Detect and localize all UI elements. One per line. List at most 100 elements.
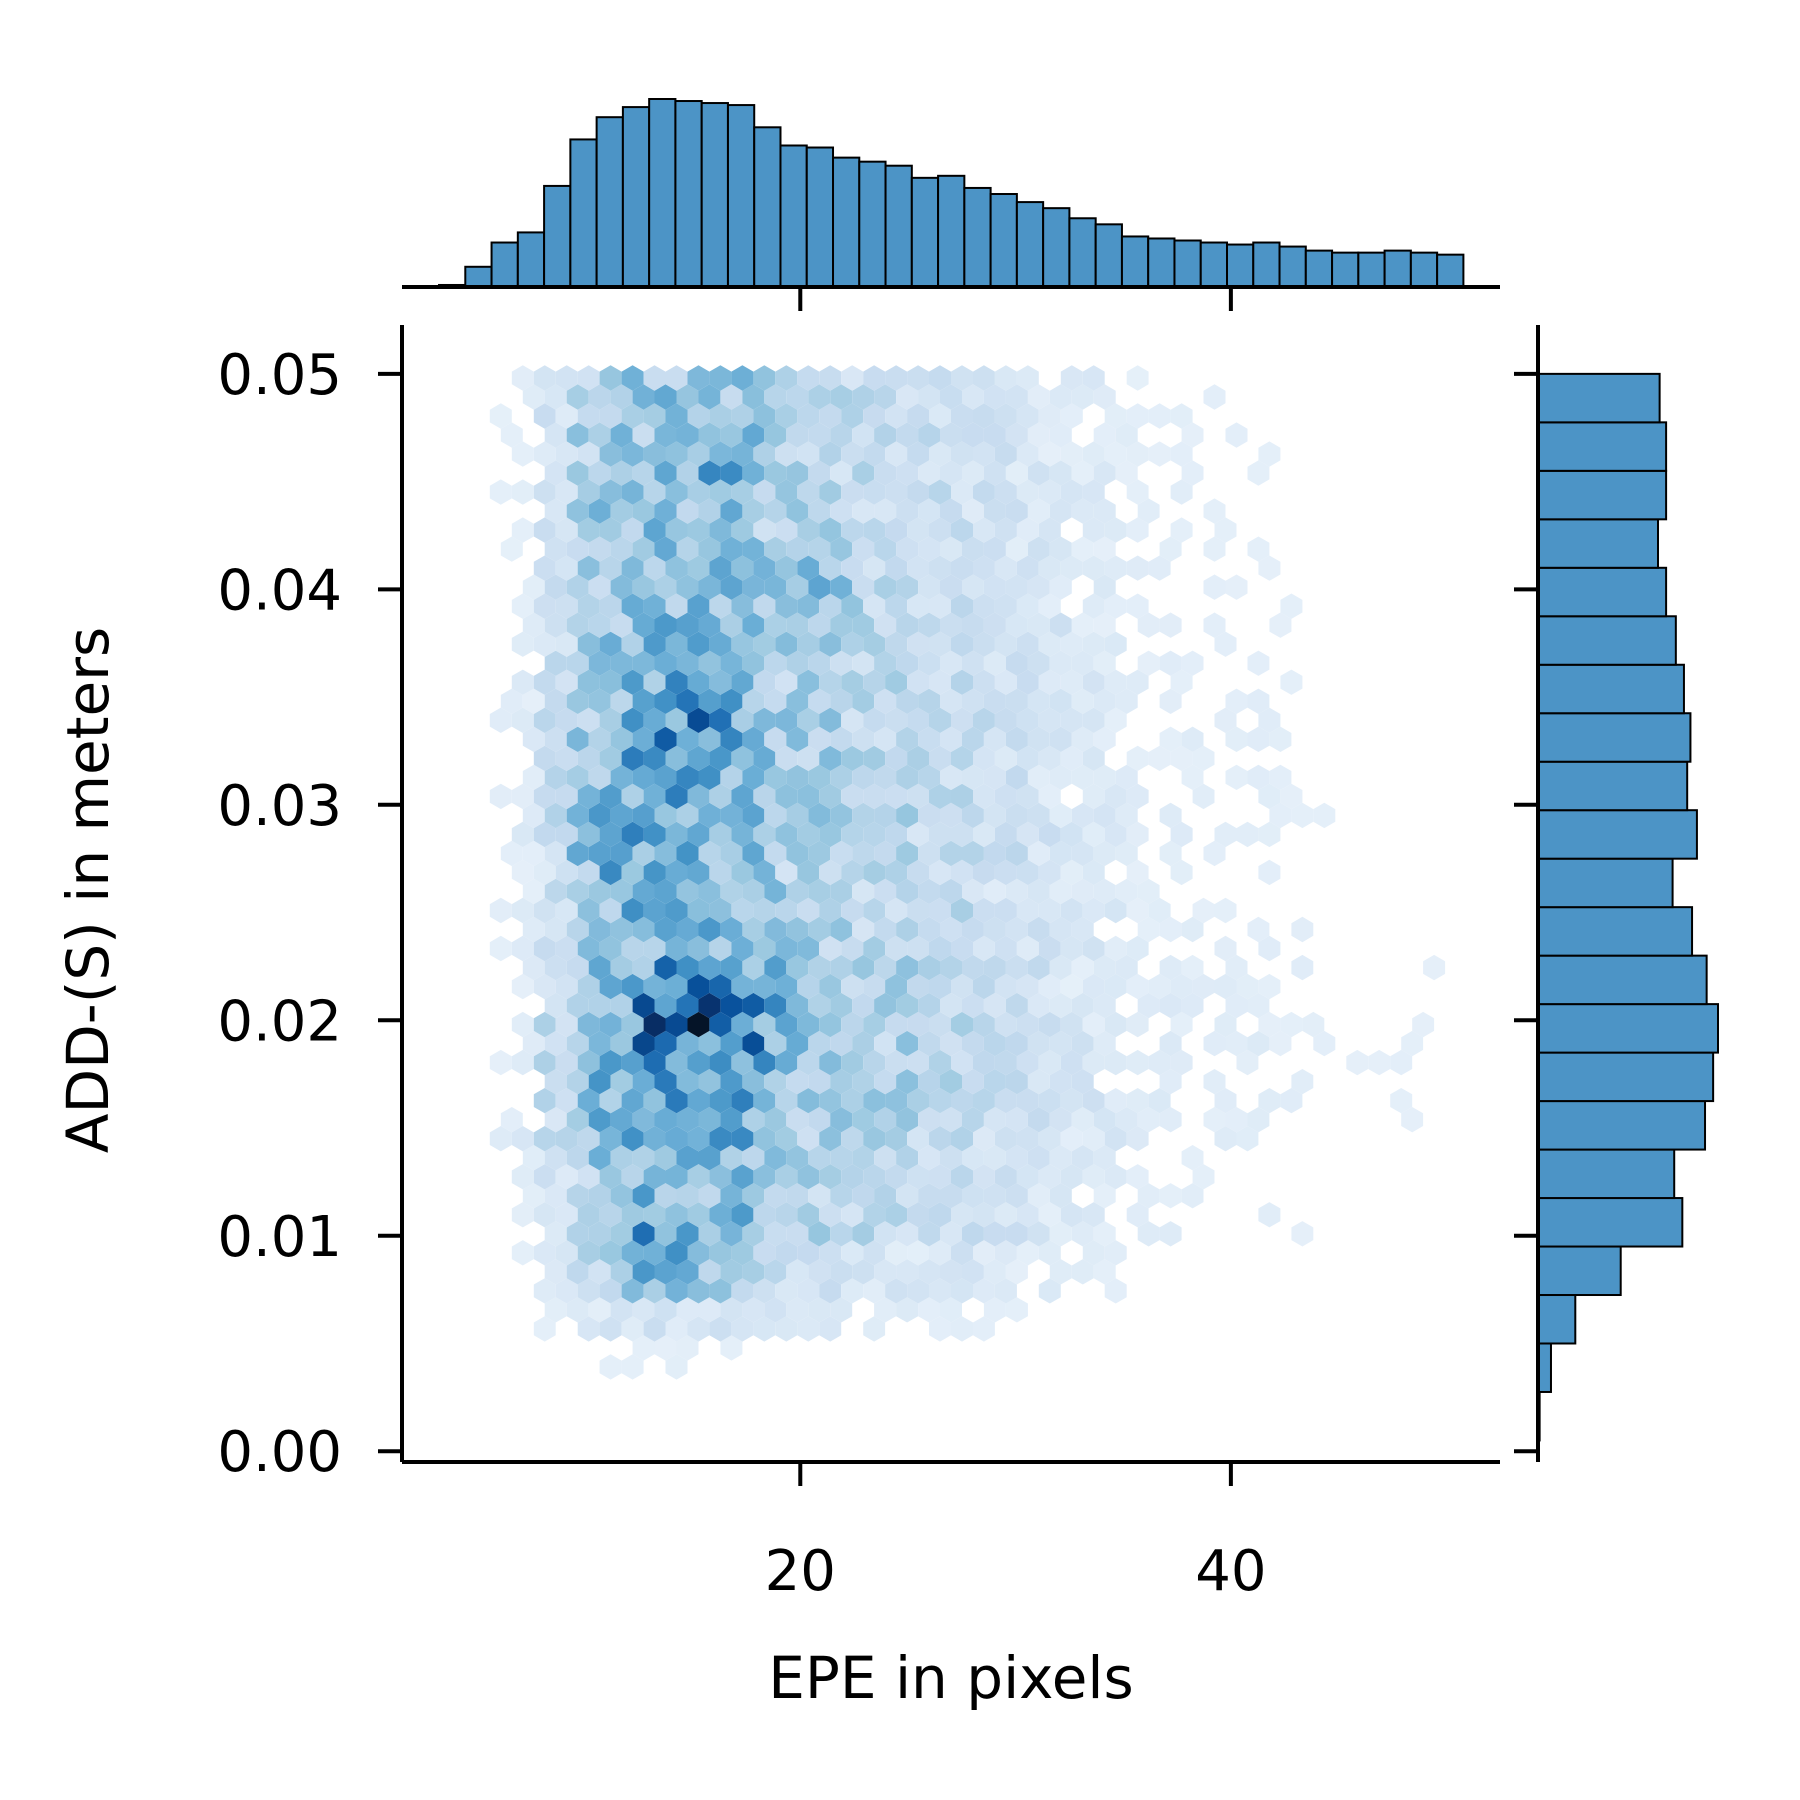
hexbin-cell xyxy=(819,1316,842,1342)
hexbin-cell xyxy=(764,384,787,410)
hexbin-cell xyxy=(698,878,721,905)
hexbin-cell xyxy=(555,555,578,581)
hexbin-cell xyxy=(1027,1145,1050,1171)
hexbin-cell xyxy=(1236,1126,1259,1152)
hexbin-cell xyxy=(830,650,853,676)
x-hist-bar xyxy=(910,176,940,289)
hexbin-cell xyxy=(1258,441,1281,467)
hexbin-cell xyxy=(643,365,666,391)
hexbin-cell xyxy=(599,1049,622,1076)
hexbin-cell xyxy=(797,555,820,581)
hexbin-cell xyxy=(841,441,864,467)
hexbin-cell xyxy=(511,897,534,924)
hexbin-cell xyxy=(907,1088,929,1114)
hexbin-cell xyxy=(852,688,875,714)
hexbin-cell xyxy=(588,650,611,676)
hexbin-cell xyxy=(929,1011,951,1038)
hexbin-cell xyxy=(863,555,886,581)
hexbin-cell xyxy=(1159,916,1182,943)
y-hist-bar xyxy=(1537,469,1668,521)
hexbin-cell xyxy=(951,783,973,810)
hexbin-cell xyxy=(698,1183,721,1209)
hexbin-cell xyxy=(819,479,842,505)
hexbin-cell xyxy=(566,878,589,905)
hexbin-cell xyxy=(808,536,831,562)
hexbin-cell xyxy=(720,612,743,638)
hexbin-cell xyxy=(940,878,962,905)
hexbin-cell xyxy=(1225,992,1248,1019)
hexbin-cell xyxy=(973,973,995,1000)
y-hist-bar xyxy=(1537,1197,1684,1248)
hexbin-cell xyxy=(841,897,864,924)
hexbin-cell xyxy=(610,954,633,981)
hexbin-cell xyxy=(973,593,995,619)
hexbin-cell xyxy=(907,973,929,1000)
y-hist-bar xyxy=(1537,954,1708,1006)
hexbin-cell xyxy=(1247,688,1270,714)
hexbin-cell xyxy=(654,460,677,486)
hexbin-cell xyxy=(1038,555,1061,581)
x-hist-bar xyxy=(648,98,677,288)
hexbin-cell xyxy=(863,1126,886,1152)
hexbin-cell xyxy=(676,764,699,790)
hexbin-cell xyxy=(687,631,710,657)
hexbin-cell xyxy=(1412,1011,1435,1038)
hexbin-cell xyxy=(830,1069,853,1095)
hexbin-cell xyxy=(1104,707,1127,733)
hexbin-cell xyxy=(588,1297,611,1323)
hexbin-cell xyxy=(874,1030,897,1057)
hexbin-cell xyxy=(1027,878,1050,905)
hexbin-cell xyxy=(687,517,710,543)
hexbin-cell xyxy=(874,536,897,562)
hexbin-cell xyxy=(1203,384,1226,410)
hexbin-cell xyxy=(632,1183,655,1209)
hexbin-cell xyxy=(599,479,622,505)
hexbin-cell xyxy=(830,460,853,486)
hexbin-cell xyxy=(1049,1030,1072,1057)
hexbin-cell xyxy=(566,726,589,752)
hexbin-cell xyxy=(885,897,908,924)
hexbin-cell xyxy=(775,707,798,733)
hexbin-cell xyxy=(533,1240,556,1266)
hexbin-cell xyxy=(599,403,622,429)
hexbin-cell xyxy=(599,593,622,619)
hexbin-cell xyxy=(863,1240,886,1266)
hexbin-cell xyxy=(819,1278,842,1304)
hexbin-cell xyxy=(577,1011,600,1038)
hexbin-cell xyxy=(654,650,677,676)
hexbin-cell xyxy=(852,764,875,790)
hexbin-cell xyxy=(610,916,633,943)
hexbin-cell xyxy=(1060,403,1083,429)
y-hist-bar xyxy=(1537,566,1668,618)
hexbin-cell xyxy=(632,1030,655,1057)
hexbin-cell xyxy=(1258,821,1281,848)
hexbin-cell xyxy=(808,498,831,524)
hexbin-cell xyxy=(665,859,688,886)
hexbin-cell xyxy=(1247,460,1270,486)
hexbin-cell xyxy=(918,574,940,600)
hexbin-cell xyxy=(1093,422,1116,448)
hexbin-cell xyxy=(632,1145,655,1171)
hexbin-cell xyxy=(994,403,1017,429)
hexbin-cell xyxy=(983,1183,1006,1209)
hexbin-cell xyxy=(731,1164,754,1190)
hexbin-cell xyxy=(709,859,732,886)
hexbin-cell xyxy=(588,422,611,448)
hexbin-cell xyxy=(577,783,600,810)
hexbin-cell xyxy=(544,916,567,943)
hexbin-cell xyxy=(973,441,995,467)
hexbin-cell xyxy=(863,631,886,657)
hexbin-cell xyxy=(830,384,853,410)
hexbin-cell xyxy=(885,441,908,467)
hexbin-cell xyxy=(1269,726,1292,752)
y-hist-bar xyxy=(1537,712,1692,763)
hexbin-cell xyxy=(874,650,897,676)
hexbin-cell xyxy=(1170,517,1193,543)
hexbin-cell xyxy=(1038,935,1061,962)
hexbin-cell xyxy=(731,669,754,695)
hexbin-cell xyxy=(720,422,743,448)
hexbin-cell xyxy=(1082,1049,1105,1076)
hexbin-cell xyxy=(907,1202,929,1228)
y-hist-bar xyxy=(1537,1003,1719,1054)
